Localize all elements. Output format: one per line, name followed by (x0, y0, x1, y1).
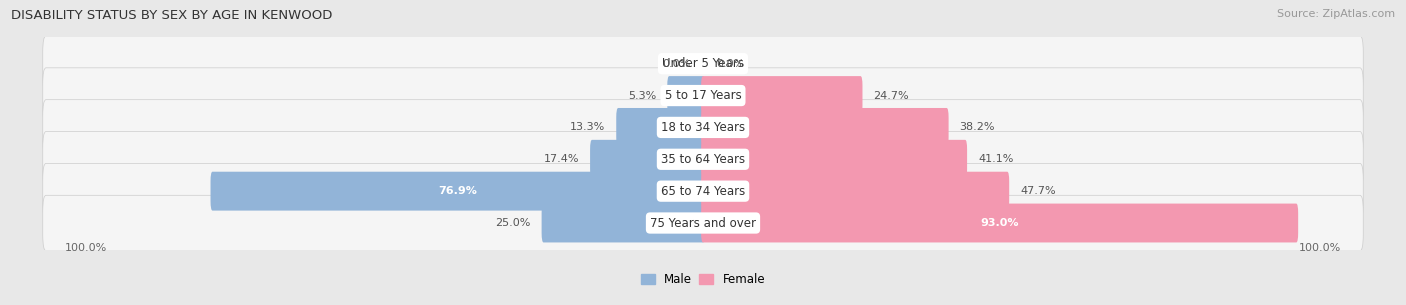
FancyBboxPatch shape (702, 108, 949, 147)
FancyBboxPatch shape (42, 68, 1364, 123)
Text: 76.9%: 76.9% (439, 186, 477, 196)
Text: 100.0%: 100.0% (65, 243, 107, 253)
FancyBboxPatch shape (42, 100, 1364, 155)
Text: 5 to 17 Years: 5 to 17 Years (665, 89, 741, 102)
Text: 41.1%: 41.1% (979, 154, 1014, 164)
Legend: Male, Female: Male, Female (636, 269, 770, 291)
Text: 13.3%: 13.3% (571, 122, 606, 132)
Text: 17.4%: 17.4% (544, 154, 579, 164)
Text: 93.0%: 93.0% (980, 218, 1019, 228)
Text: Source: ZipAtlas.com: Source: ZipAtlas.com (1277, 9, 1395, 19)
Text: 65 to 74 Years: 65 to 74 Years (661, 185, 745, 198)
FancyBboxPatch shape (42, 163, 1364, 219)
Text: 35 to 64 Years: 35 to 64 Years (661, 153, 745, 166)
Text: 25.0%: 25.0% (495, 218, 531, 228)
FancyBboxPatch shape (211, 172, 704, 210)
Text: 47.7%: 47.7% (1019, 186, 1056, 196)
Text: 24.7%: 24.7% (873, 91, 908, 101)
FancyBboxPatch shape (42, 195, 1364, 251)
FancyBboxPatch shape (42, 131, 1364, 187)
Text: 5.3%: 5.3% (628, 91, 657, 101)
Text: DISABILITY STATUS BY SEX BY AGE IN KENWOOD: DISABILITY STATUS BY SEX BY AGE IN KENWO… (11, 9, 333, 22)
FancyBboxPatch shape (668, 76, 704, 115)
FancyBboxPatch shape (541, 203, 704, 242)
Text: 18 to 34 Years: 18 to 34 Years (661, 121, 745, 134)
FancyBboxPatch shape (42, 36, 1364, 92)
Text: Under 5 Years: Under 5 Years (662, 57, 744, 70)
FancyBboxPatch shape (702, 203, 1298, 242)
Text: 0.0%: 0.0% (716, 59, 744, 69)
FancyBboxPatch shape (591, 140, 704, 179)
Text: 38.2%: 38.2% (959, 122, 995, 132)
FancyBboxPatch shape (702, 76, 862, 115)
Text: 75 Years and over: 75 Years and over (650, 217, 756, 230)
FancyBboxPatch shape (702, 172, 1010, 210)
Text: 100.0%: 100.0% (1299, 243, 1341, 253)
FancyBboxPatch shape (702, 140, 967, 179)
Text: 0.0%: 0.0% (662, 59, 690, 69)
FancyBboxPatch shape (616, 108, 704, 147)
